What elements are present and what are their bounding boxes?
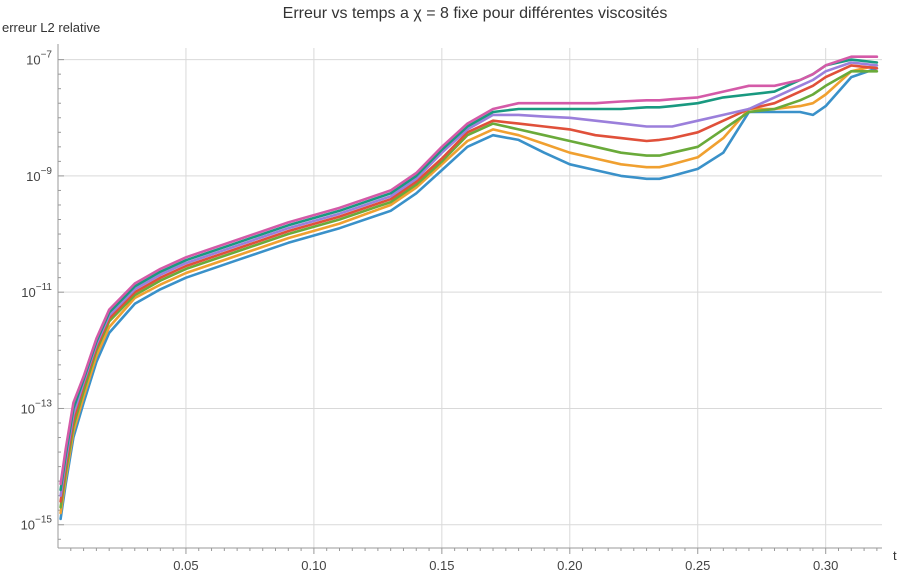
series-line-1 xyxy=(59,67,879,521)
x-tick-label: 0.20 xyxy=(557,558,582,573)
series-line-4 xyxy=(59,64,879,503)
chart-title: Erreur vs temps a χ = 8 fixe pour différ… xyxy=(283,5,668,22)
series-line-3 xyxy=(59,70,879,509)
y-tick-label: 10−15 xyxy=(21,515,53,533)
x-tick-label: 0.05 xyxy=(173,558,198,573)
series-group xyxy=(59,55,879,521)
x-tick-label: 0.15 xyxy=(429,558,454,573)
x-axis-label: t xyxy=(893,548,897,563)
grid xyxy=(58,48,882,548)
series-line-5 xyxy=(59,61,879,497)
x-tick-label: 0.10 xyxy=(301,558,326,573)
ticks: 0.05 0.10 0.15 0.20 0.25 0.30 10−15 10−13 10−11 1… xyxy=(21,50,878,573)
series-line-2 xyxy=(59,64,879,515)
series-line-7 xyxy=(59,55,879,486)
axes xyxy=(57,44,882,549)
series-line-6 xyxy=(59,58,879,492)
x-tick-label: 0.30 xyxy=(813,558,838,573)
y-tick-label: 10−13 xyxy=(21,398,53,416)
y-axis-label: erreur L2 relative xyxy=(2,20,100,35)
y-tick-label: 10−7 xyxy=(26,50,52,68)
x-tick-label: 0.25 xyxy=(685,558,710,573)
y-tick-label: 10−9 xyxy=(26,166,52,184)
y-tick-label: 10−11 xyxy=(21,282,52,300)
